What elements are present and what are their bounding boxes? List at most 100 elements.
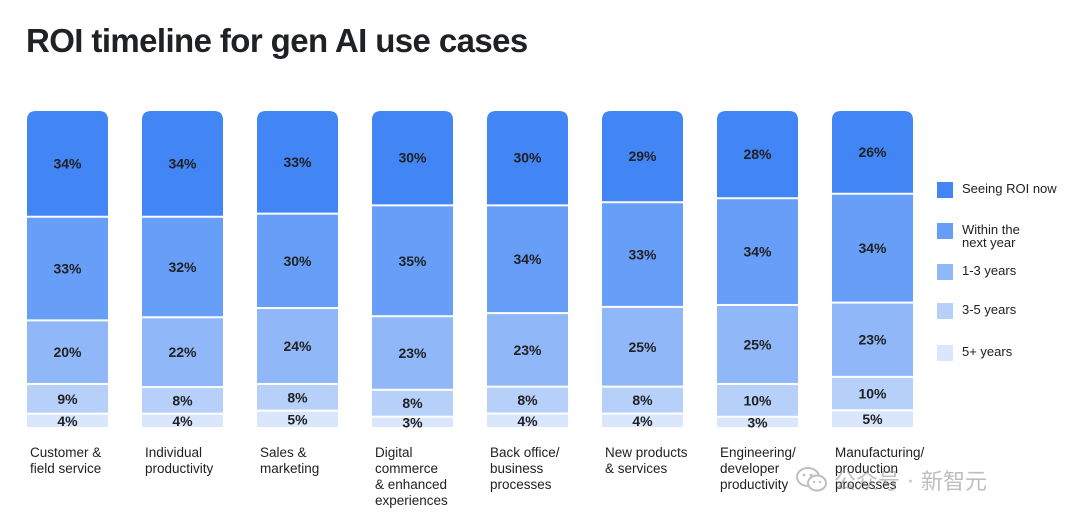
data-label: 4% (57, 413, 78, 429)
bar-segment-digital-commerce-enhanced-experiences-within-the-next-year (372, 206, 453, 316)
bar-segment-customer-field-service-seeing-roi-now (27, 111, 108, 216)
data-label: 29% (628, 148, 657, 164)
category-label-engineering-developer-productivity: Engineering/developer productivity (720, 445, 796, 492)
data-label: 10% (858, 386, 887, 402)
bar-segment-engineering-developer-productivity-5-years (717, 417, 798, 427)
legend-swatch (937, 345, 953, 361)
bar-segment-sales-marketing-seeing-roi-now (257, 111, 338, 213)
data-label: 25% (743, 336, 772, 352)
bar-segment-new-products-services-seeing-roi-now (602, 111, 683, 202)
bar-segment-individual-productivity-seeing-roi-now (142, 111, 223, 216)
data-label: 23% (398, 345, 427, 361)
legend-label: Within the next year (962, 223, 1067, 249)
bar-segment-digital-commerce-enhanced-experiences-1-3-years (372, 317, 453, 389)
legend-label-line: Within the (962, 222, 1020, 237)
data-label: 35% (398, 253, 427, 269)
legend-swatch (937, 264, 953, 280)
category-label-customer-field-service: Customer & field service (30, 445, 101, 476)
bar-segment-manufacturing-production-processes-3-5-years (832, 377, 913, 410)
category-label-digital-commerce-enhanced-experiences: Digital commerce & enhanced experiences (375, 445, 448, 508)
data-label: 8% (517, 392, 538, 408)
data-label: 34% (858, 240, 887, 256)
data-label: 8% (172, 392, 193, 408)
legend-swatch (937, 303, 953, 319)
data-label: 28% (743, 146, 772, 162)
bar-segment-manufacturing-production-processes-1-3-years (832, 303, 913, 376)
legend-item-1-3-years: 1-3 years (937, 264, 1067, 280)
bar-segment-back-office-business-processes-seeing-roi-now (487, 111, 568, 205)
bar-segment-sales-marketing-within-the-next-year (257, 214, 338, 308)
data-label: 23% (858, 332, 887, 348)
bar-segment-back-office-business-processes-3-5-years (487, 387, 568, 413)
bar-segment-engineering-developer-productivity-seeing-roi-now (717, 111, 798, 198)
bar-segment-engineering-developer-productivity-3-5-years (717, 384, 798, 416)
data-label: 24% (283, 338, 312, 354)
data-label: 34% (743, 244, 772, 260)
category-label-individual-productivity: Individual productivity (145, 445, 214, 476)
bar-segment-customer-field-service-5-years (27, 414, 108, 427)
data-label: 8% (402, 395, 423, 411)
bar-segment-individual-productivity-3-5-years (142, 388, 223, 413)
bar-segment-new-products-services-within-the-next-year (602, 203, 683, 306)
legend-swatch (937, 223, 953, 239)
bar-segment-individual-productivity-1-3-years (142, 318, 223, 387)
legend-item-seeing-roi-now: Seeing ROI now (937, 182, 1067, 198)
data-label: 3% (402, 414, 423, 430)
data-label: 5% (862, 411, 883, 427)
bar-segment-engineering-developer-productivity-within-the-next-year (717, 199, 798, 304)
chart-title: ROI timeline for gen AI use cases (26, 22, 528, 59)
data-label: 34% (513, 251, 542, 267)
bar-segment-back-office-business-processes-1-3-years (487, 314, 568, 386)
data-label: 33% (628, 247, 657, 263)
data-label: 4% (632, 413, 653, 429)
watermark-text: 公众号 · 新智元 (834, 470, 987, 495)
data-label: 32% (168, 259, 197, 275)
legend-label: 1-3 years (962, 263, 1017, 278)
legend-item-within-next-year: Within the next year (937, 223, 1067, 249)
category-label-sales-marketing: Sales & marketing (260, 445, 319, 476)
bar-segment-manufacturing-production-processes-seeing-roi-now (832, 111, 913, 193)
data-label: 30% (513, 150, 542, 166)
data-label: 8% (632, 392, 653, 408)
data-label: 26% (858, 144, 887, 160)
data-label: 34% (53, 155, 82, 171)
legend-label: 5+ years (962, 344, 1013, 359)
data-label: 34% (168, 155, 197, 171)
bar-segment-back-office-business-processes-within-the-next-year (487, 206, 568, 313)
legend-swatch (937, 182, 953, 198)
data-label: 10% (743, 392, 772, 408)
bar-segment-individual-productivity-within-the-next-year (142, 217, 223, 317)
data-label: 4% (172, 413, 193, 429)
bar-segment-customer-field-service-within-the-next-year (27, 217, 108, 320)
bar-segment-individual-productivity-5-years (142, 414, 223, 427)
data-label: 30% (283, 253, 312, 269)
data-label: 33% (283, 154, 312, 170)
legend-label: 3-5 years (962, 302, 1017, 317)
data-label: 8% (287, 389, 308, 405)
bar-segment-new-products-services-5-years (602, 414, 683, 427)
data-label: 33% (53, 261, 82, 277)
legend-label-line: next year (962, 235, 1016, 250)
bar-segment-sales-marketing-3-5-years (257, 384, 338, 410)
bar-segment-customer-field-service-3-5-years (27, 384, 108, 413)
bar-segment-customer-field-service-1-3-years (27, 321, 108, 383)
bar-segment-new-products-services-1-3-years (602, 307, 683, 386)
bar-segment-digital-commerce-enhanced-experiences-3-5-years (372, 390, 453, 416)
data-label: 20% (53, 344, 82, 360)
wechat-icon (796, 467, 827, 492)
data-label: 23% (513, 342, 542, 358)
bar-segment-back-office-business-processes-5-years (487, 414, 568, 427)
category-label-back-office-business-processes: Back office/business processes (490, 445, 560, 492)
data-label: 3% (747, 414, 768, 430)
legend-item-5-plus-years: 5+ years (937, 345, 1067, 361)
bar-segment-digital-commerce-enhanced-experiences-5-years (372, 417, 453, 427)
legend-label: Seeing ROI now (962, 181, 1057, 196)
bar-segment-manufacturing-production-processes-5-years (832, 411, 913, 427)
data-label: 4% (517, 413, 538, 429)
data-label: 22% (168, 344, 197, 360)
bar-segment-digital-commerce-enhanced-experiences-seeing-roi-now (372, 111, 453, 205)
bar-segment-sales-marketing-1-3-years (257, 309, 338, 383)
legend-item-3-5-years: 3-5 years (937, 303, 1067, 319)
data-label: 5% (287, 411, 308, 427)
